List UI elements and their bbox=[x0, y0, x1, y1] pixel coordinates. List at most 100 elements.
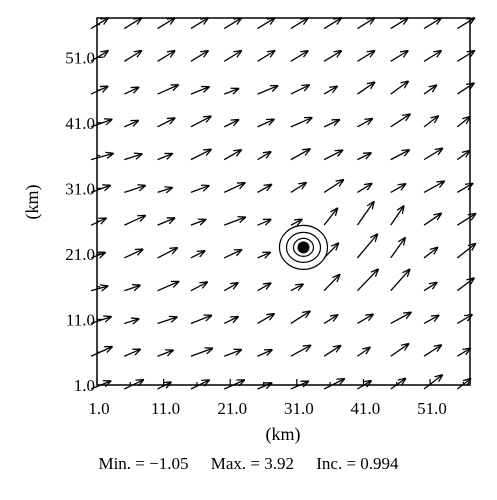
vector-arrow bbox=[223, 183, 245, 193]
y-tick-label: 51.0 bbox=[65, 48, 95, 67]
vector-arrow bbox=[157, 18, 175, 30]
vector-arrow bbox=[456, 379, 470, 390]
vector-arrow bbox=[323, 51, 341, 62]
vector-arrow bbox=[90, 185, 110, 194]
vector-arrow bbox=[357, 18, 374, 30]
vector-arrow bbox=[223, 150, 241, 161]
vector-arrow bbox=[357, 82, 374, 95]
vector-arrow bbox=[323, 315, 337, 325]
y-tick-label: 11.0 bbox=[66, 310, 95, 329]
vector-arrow bbox=[357, 184, 371, 193]
vector-arrow bbox=[223, 18, 241, 30]
vector-arrow bbox=[123, 51, 141, 62]
vector-arrow bbox=[257, 86, 278, 95]
vector-arrow bbox=[223, 283, 238, 292]
vector-arrow bbox=[423, 248, 437, 259]
vector-arrow bbox=[323, 275, 340, 292]
vector-arrow bbox=[357, 314, 373, 325]
vector-arrow bbox=[124, 249, 142, 259]
vector-arrow bbox=[323, 120, 339, 128]
vector-arrow bbox=[223, 120, 238, 128]
vector-arrow bbox=[124, 216, 145, 226]
vector-arrow bbox=[390, 184, 406, 193]
inc-value: Inc. = 0.994 bbox=[316, 454, 399, 473]
vector-arrow bbox=[190, 315, 211, 325]
vector-arrow bbox=[257, 152, 271, 161]
vector-arrow bbox=[90, 120, 112, 128]
vector-arrow bbox=[257, 18, 275, 30]
vector-arrow bbox=[190, 18, 208, 30]
vector-arrow bbox=[157, 154, 173, 161]
vector-arrow bbox=[357, 119, 372, 128]
vector-arrow bbox=[390, 269, 410, 292]
vector-arrow bbox=[357, 348, 369, 357]
vector-arrow bbox=[157, 317, 177, 325]
vector-arrow bbox=[257, 51, 275, 62]
vector-arrow bbox=[356, 269, 378, 292]
vector-arrow bbox=[90, 154, 113, 161]
vector-arrow bbox=[323, 18, 341, 30]
vector-arrow bbox=[124, 121, 138, 128]
vector-arrow bbox=[290, 219, 302, 225]
vector-arrow bbox=[423, 283, 437, 292]
vector-arrow bbox=[423, 116, 438, 128]
vector-arrow bbox=[423, 148, 442, 161]
contour-rings bbox=[278, 224, 329, 270]
vector-arrow bbox=[423, 18, 441, 30]
vector-arrow bbox=[223, 317, 238, 325]
vector-arrow bbox=[190, 87, 209, 95]
vector-arrow bbox=[290, 18, 308, 30]
min-value: Min. = −1.05 bbox=[98, 454, 189, 473]
vector-arrow bbox=[124, 285, 140, 292]
vector-arrow bbox=[290, 51, 308, 62]
vector-arrow bbox=[456, 278, 474, 292]
vector-arrow bbox=[157, 85, 179, 95]
vector-arrow bbox=[456, 151, 469, 161]
vector-arrow bbox=[257, 350, 272, 357]
vector-arrow bbox=[390, 81, 408, 95]
vector-arrow bbox=[190, 282, 207, 292]
vector-arrow bbox=[90, 18, 108, 30]
vector-arrow bbox=[323, 86, 337, 95]
vector-arrow bbox=[323, 346, 340, 357]
vector-arrow bbox=[124, 87, 138, 95]
vector-arrow bbox=[257, 220, 271, 226]
vector-arrow bbox=[423, 85, 436, 95]
y-tick-label: 31.0 bbox=[65, 179, 95, 198]
vector-arrow bbox=[456, 214, 475, 226]
vector-arrow bbox=[323, 379, 344, 390]
vector-arrow bbox=[257, 283, 271, 292]
y-tick-label: 41.0 bbox=[65, 114, 95, 133]
vector-arrow bbox=[257, 119, 274, 128]
vector-arrow bbox=[456, 117, 470, 128]
vector-arrow bbox=[190, 186, 209, 194]
vector-arrow bbox=[257, 383, 272, 390]
vector-arrow bbox=[124, 186, 145, 194]
vector-arrow bbox=[357, 153, 370, 161]
y-tick-labels: 1.0 11.0 21.0 31.0 41.0 51.0 bbox=[65, 48, 95, 395]
vector-arrow bbox=[223, 89, 238, 95]
contour-ring bbox=[285, 231, 322, 263]
stats-line: Min. = −1.05 Max. = 3.92 Inc. = 0.994 bbox=[0, 454, 497, 474]
vector-arrow bbox=[323, 180, 343, 193]
vector-arrow bbox=[423, 315, 439, 325]
vector-arrow bbox=[257, 253, 271, 258]
x-axis-title: (km) bbox=[266, 424, 301, 445]
vector-arrow bbox=[290, 381, 309, 390]
vector-arrow bbox=[124, 380, 143, 390]
vector-arrow bbox=[190, 348, 212, 357]
vector-arrow bbox=[257, 314, 275, 325]
vector-arrow bbox=[257, 185, 272, 193]
x-tick-label: 1.0 bbox=[88, 399, 109, 418]
vector-arrow bbox=[423, 181, 444, 193]
vector-arrow bbox=[190, 150, 211, 161]
vector-arrow bbox=[190, 380, 209, 390]
vector-arrow bbox=[423, 213, 441, 226]
vector-arrow bbox=[157, 350, 173, 357]
vector-arrow bbox=[357, 381, 371, 390]
vector-arrow bbox=[223, 380, 244, 390]
vector-arrow bbox=[457, 348, 470, 357]
vector-arrow bbox=[357, 51, 374, 62]
vector-arrow bbox=[90, 347, 112, 357]
x-tick-label: 41.0 bbox=[351, 399, 381, 418]
